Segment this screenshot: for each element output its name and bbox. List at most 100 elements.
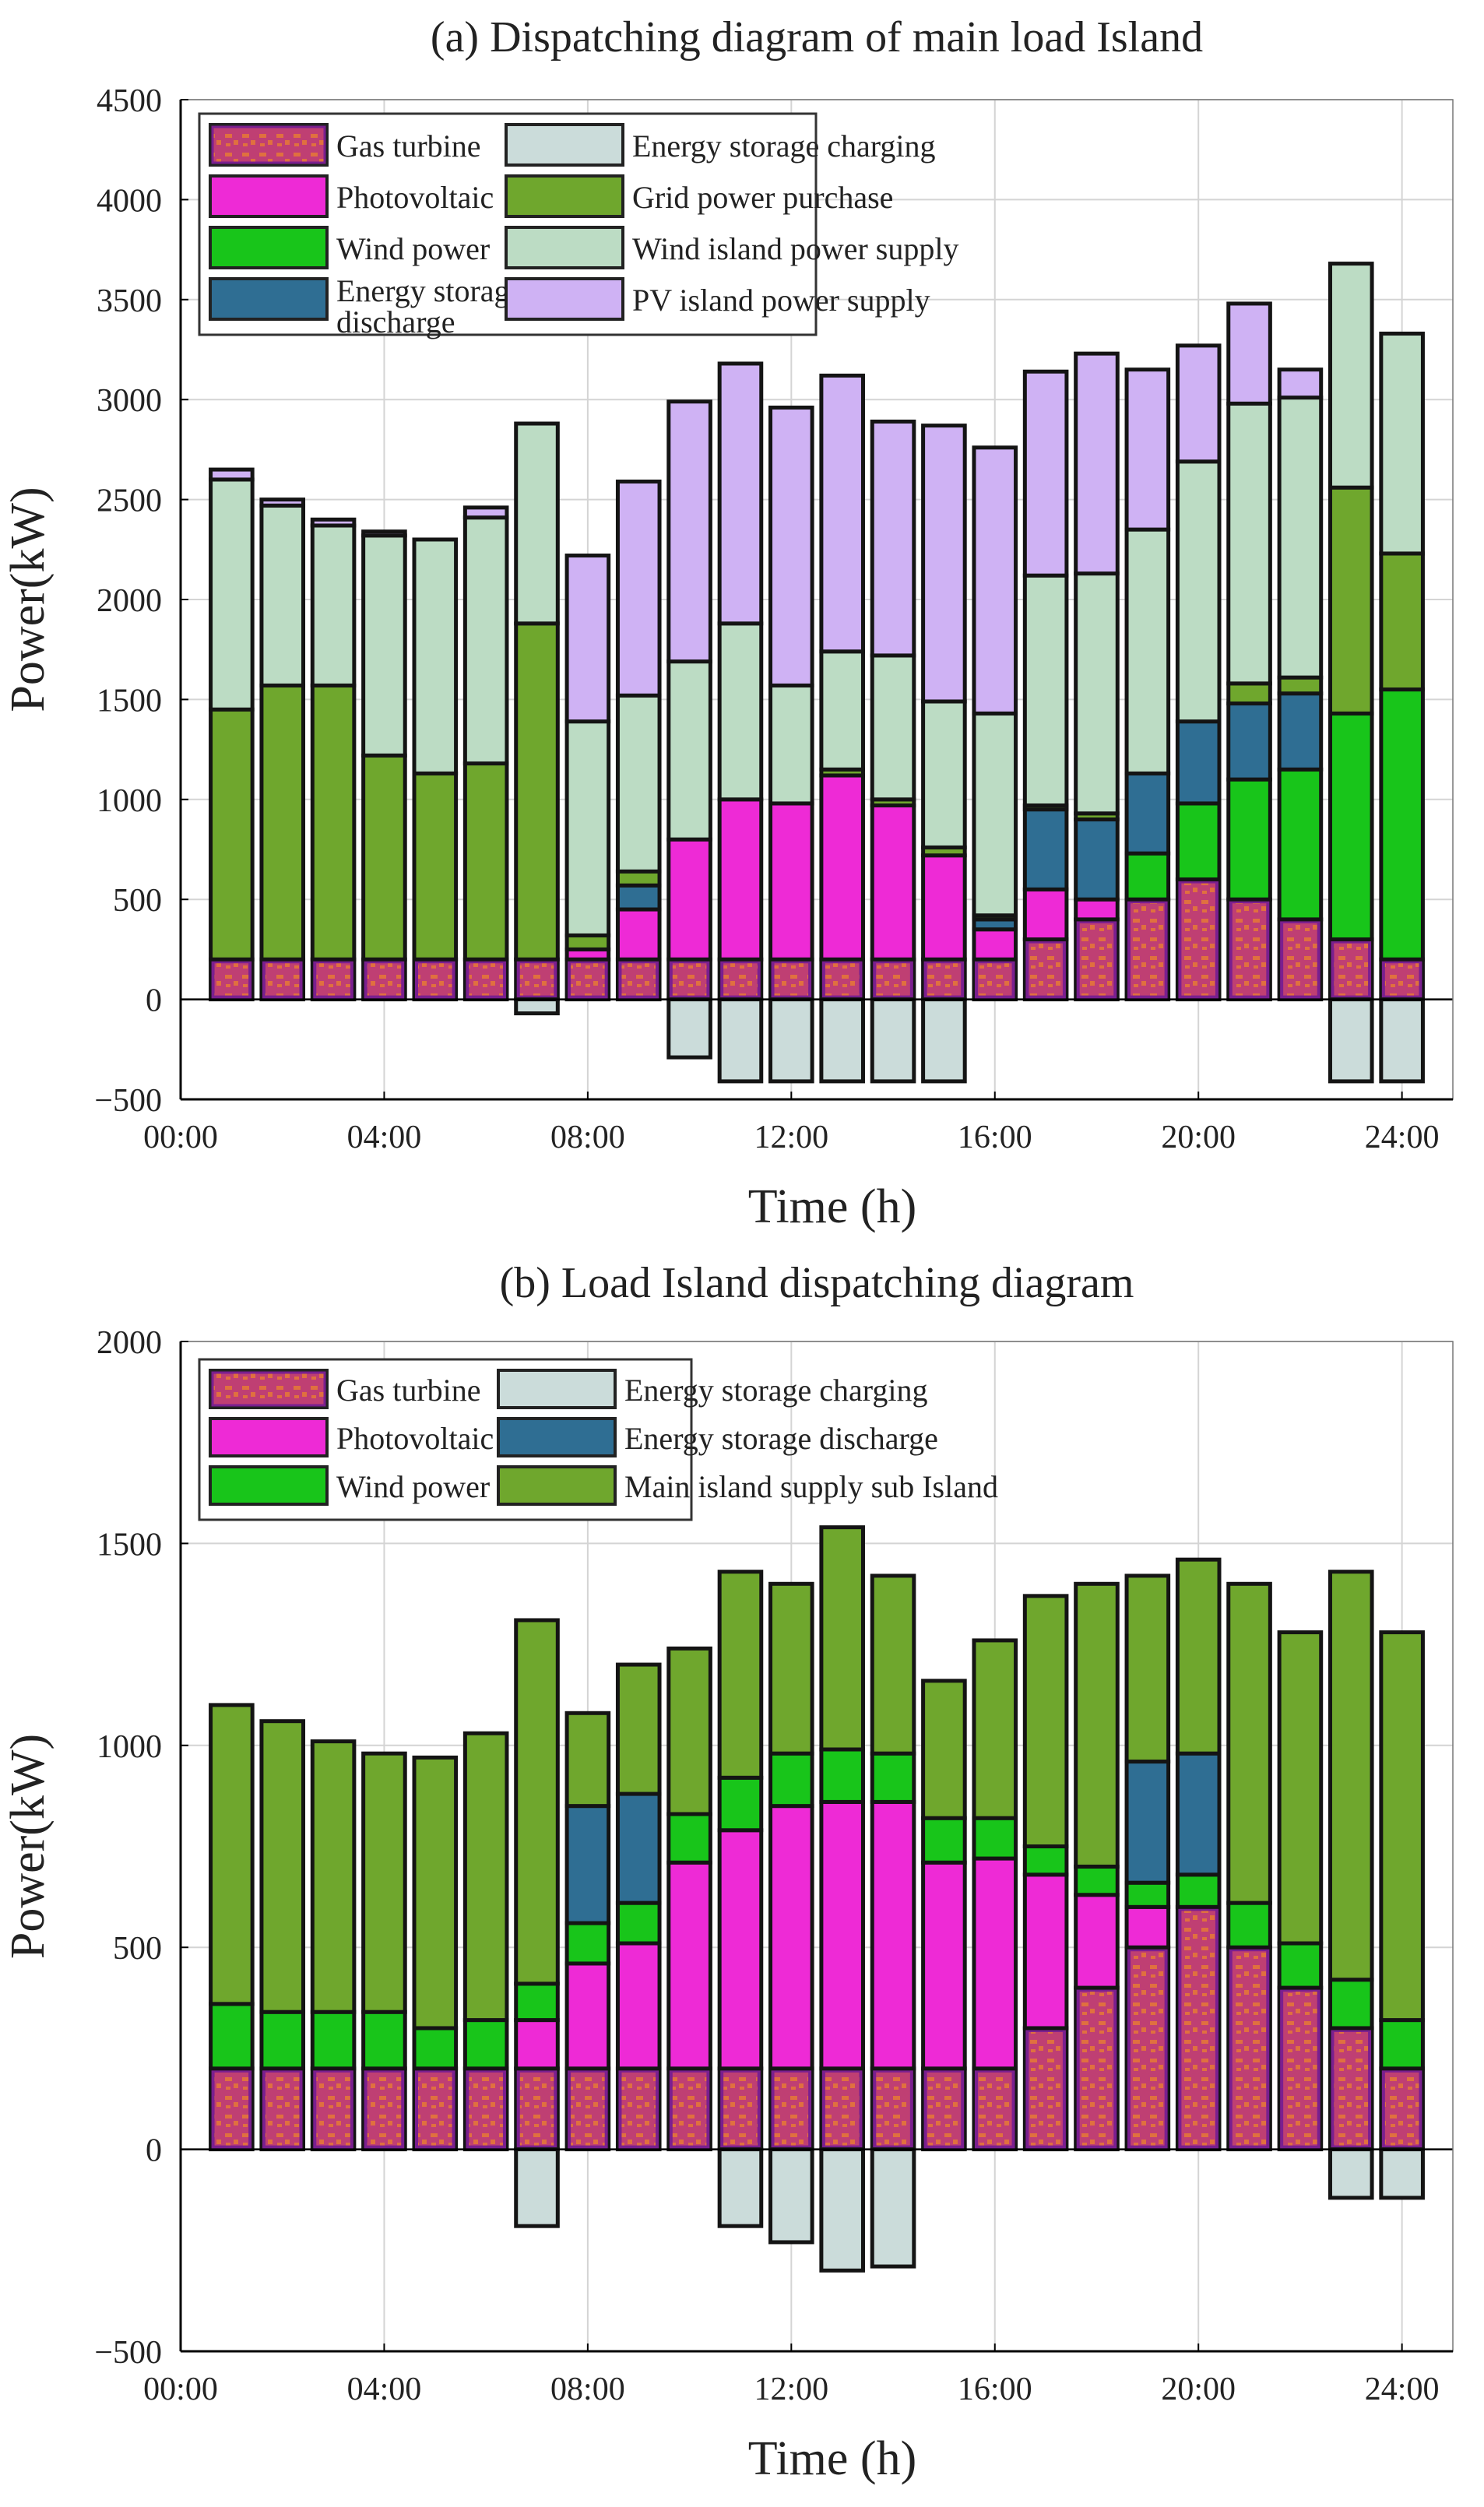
bar-segment-es_charge-23 (1328, 997, 1374, 1084)
bar-segment-wind_island-16 (972, 711, 1018, 918)
bar-segment-gas-pattern-23 (1331, 940, 1372, 999)
bar-stack-hour-10 (666, 1646, 712, 2152)
bar-segment-main_supply-13 (819, 1525, 865, 1752)
bar-segment-gas-pattern-22 (1280, 1988, 1320, 2149)
legend-label-es_charge: Energy storage charging (632, 128, 936, 164)
bar-segment-wind-13 (819, 1747, 865, 1804)
bar-segment-main_supply-3 (310, 1739, 357, 2014)
bar-segment-wind_island-5 (412, 537, 459, 775)
bar-stack-hour-17 (1022, 1594, 1069, 2152)
bar-segment-wind_island-1 (209, 477, 255, 712)
bar-segment-pv-16 (972, 1856, 1018, 2071)
bar-segment-es_charge-15 (921, 997, 967, 1084)
bar-segment-main_supply-2 (259, 1719, 306, 2014)
bar-segment-main_supply-18 (1074, 1581, 1120, 1869)
bar-segment-pv_island-22 (1277, 367, 1324, 400)
legend-label-wind: Wind power (336, 231, 490, 266)
bar-segment-es_discharge-9 (615, 1791, 662, 1905)
bar-segment-main_supply-17 (1022, 1594, 1069, 1848)
x-tick-label: 24:00 (1365, 2372, 1440, 2407)
bar-stack-hour-5 (412, 537, 459, 1002)
bar-stack-hour-6 (462, 1731, 509, 2152)
bar-segment-wind-19 (1124, 851, 1171, 902)
panel-a-main-load-island: (a) Dispatching diagram of main load Isl… (2, 13, 1454, 1233)
bar-segment-pv-12 (768, 801, 814, 962)
legend-swatch-es_charge (505, 123, 624, 167)
y-tick-label: 3000 (97, 383, 162, 419)
bar-segment-es_discharge-18 (1074, 817, 1120, 902)
bar-segment-pv_island-18 (1074, 351, 1120, 576)
bar-stack-hour-9 (615, 1662, 662, 2152)
legend-label-grid: Grid power purchase (632, 180, 893, 215)
bar-segment-gas-pattern-21 (1229, 1948, 1270, 2149)
bar-segment-wind_island-14 (870, 653, 916, 802)
y-tick-label: 0 (146, 2133, 162, 2169)
bar-segment-grid-9 (615, 869, 662, 888)
legend-swatch-pv (209, 174, 329, 218)
legend-label-pv: Photovoltaic (336, 180, 494, 215)
bar-segment-pv-17 (1022, 887, 1069, 942)
bar-segment-main_supply-24 (1379, 1630, 1425, 2023)
bar-segment-gas-pattern-14 (873, 960, 913, 999)
y-axis-label: Power(kW) (2, 487, 55, 712)
bar-segment-gas-pattern-1 (211, 960, 252, 999)
bar-segment-pv_island-12 (768, 405, 814, 687)
bar-segment-wind-21 (1226, 777, 1272, 902)
bar-segment-wind-2 (259, 2009, 306, 2071)
bar-segment-wind-19 (1124, 1880, 1171, 1909)
bar-segment-pv_island-11 (717, 361, 764, 626)
bar-segment-es_charge-24 (1379, 2147, 1425, 2200)
y-tick-label: 2000 (97, 1325, 162, 1361)
legend-swatch-wind (209, 1465, 329, 1506)
y-tick-label: 1500 (97, 1527, 162, 1563)
bar-segment-es_discharge-21 (1226, 701, 1272, 782)
legend-label-pv: Photovoltaic (336, 1421, 494, 1456)
legend-swatch-es_discharge (209, 277, 329, 321)
legend-label-pv_island: PV island power supply (632, 283, 930, 318)
bar-segment-pv_island-3 (310, 517, 357, 528)
bar-segment-gas-pattern-2 (262, 2069, 303, 2149)
bar-segment-pv_island-4 (361, 529, 407, 538)
bar-stack-hour-21 (1226, 301, 1272, 1002)
bar-stack-hour-12 (768, 1581, 814, 2245)
bar-segment-pv_island-2 (259, 498, 306, 508)
bar-segment-wind-1 (209, 2002, 255, 2071)
bar-segment-gas-pattern-19 (1127, 1948, 1168, 2149)
bar-stack-hour-6 (462, 505, 509, 1002)
bar-stack-hour-2 (259, 1719, 306, 2152)
bar-stack-hour-19 (1124, 1573, 1171, 2152)
bar-segment-wind-7 (514, 1981, 560, 2023)
y-tick-label: 3500 (97, 283, 162, 319)
bar-stack-hour-13 (819, 373, 865, 1084)
bar-segment-gas-pattern-9 (618, 2069, 659, 2149)
bar-segment-gas-pattern-24 (1381, 960, 1422, 999)
bar-segment-wind-18 (1074, 1864, 1120, 1897)
bar-stack-hour-24 (1379, 1630, 1425, 2200)
bar-segment-es_charge-12 (768, 2147, 814, 2245)
bar-segment-grid-6 (462, 761, 509, 962)
bar-segment-pv-17 (1022, 1872, 1069, 2031)
bar-segment-main_supply-7 (514, 1618, 560, 1986)
bar-stack-hour-7 (514, 1618, 560, 2228)
bar-segment-gas-pattern-18 (1076, 1988, 1117, 2149)
bar-segment-main_supply-14 (870, 1573, 916, 1756)
y-tick-label: 1000 (97, 1729, 162, 1765)
bar-segment-wind-21 (1226, 1900, 1272, 1950)
bar-segment-pv_island-14 (870, 419, 916, 658)
bar-stacks (209, 1525, 1425, 2273)
bar-segment-wind-24 (1379, 687, 1425, 962)
bar-segment-gas-pattern-4 (364, 2069, 405, 2149)
bar-segment-wind-6 (462, 2018, 509, 2071)
bar-segment-pv-18 (1074, 1893, 1120, 1990)
bar-stack-hour-18 (1074, 351, 1120, 1002)
bar-segment-main_supply-16 (972, 1638, 1018, 1820)
y-tick-label: 2000 (97, 583, 162, 619)
bar-segment-es_charge-11 (717, 997, 764, 1084)
bar-segment-pv_island-13 (819, 373, 865, 654)
x-tick-label: 08:00 (550, 1120, 625, 1155)
legend-swatch-grid (505, 174, 624, 218)
bar-stack-hour-7 (514, 421, 560, 1016)
bar-segment-wind_island-22 (1277, 396, 1324, 680)
bar-segment-gas-pattern-1 (211, 2069, 252, 2149)
